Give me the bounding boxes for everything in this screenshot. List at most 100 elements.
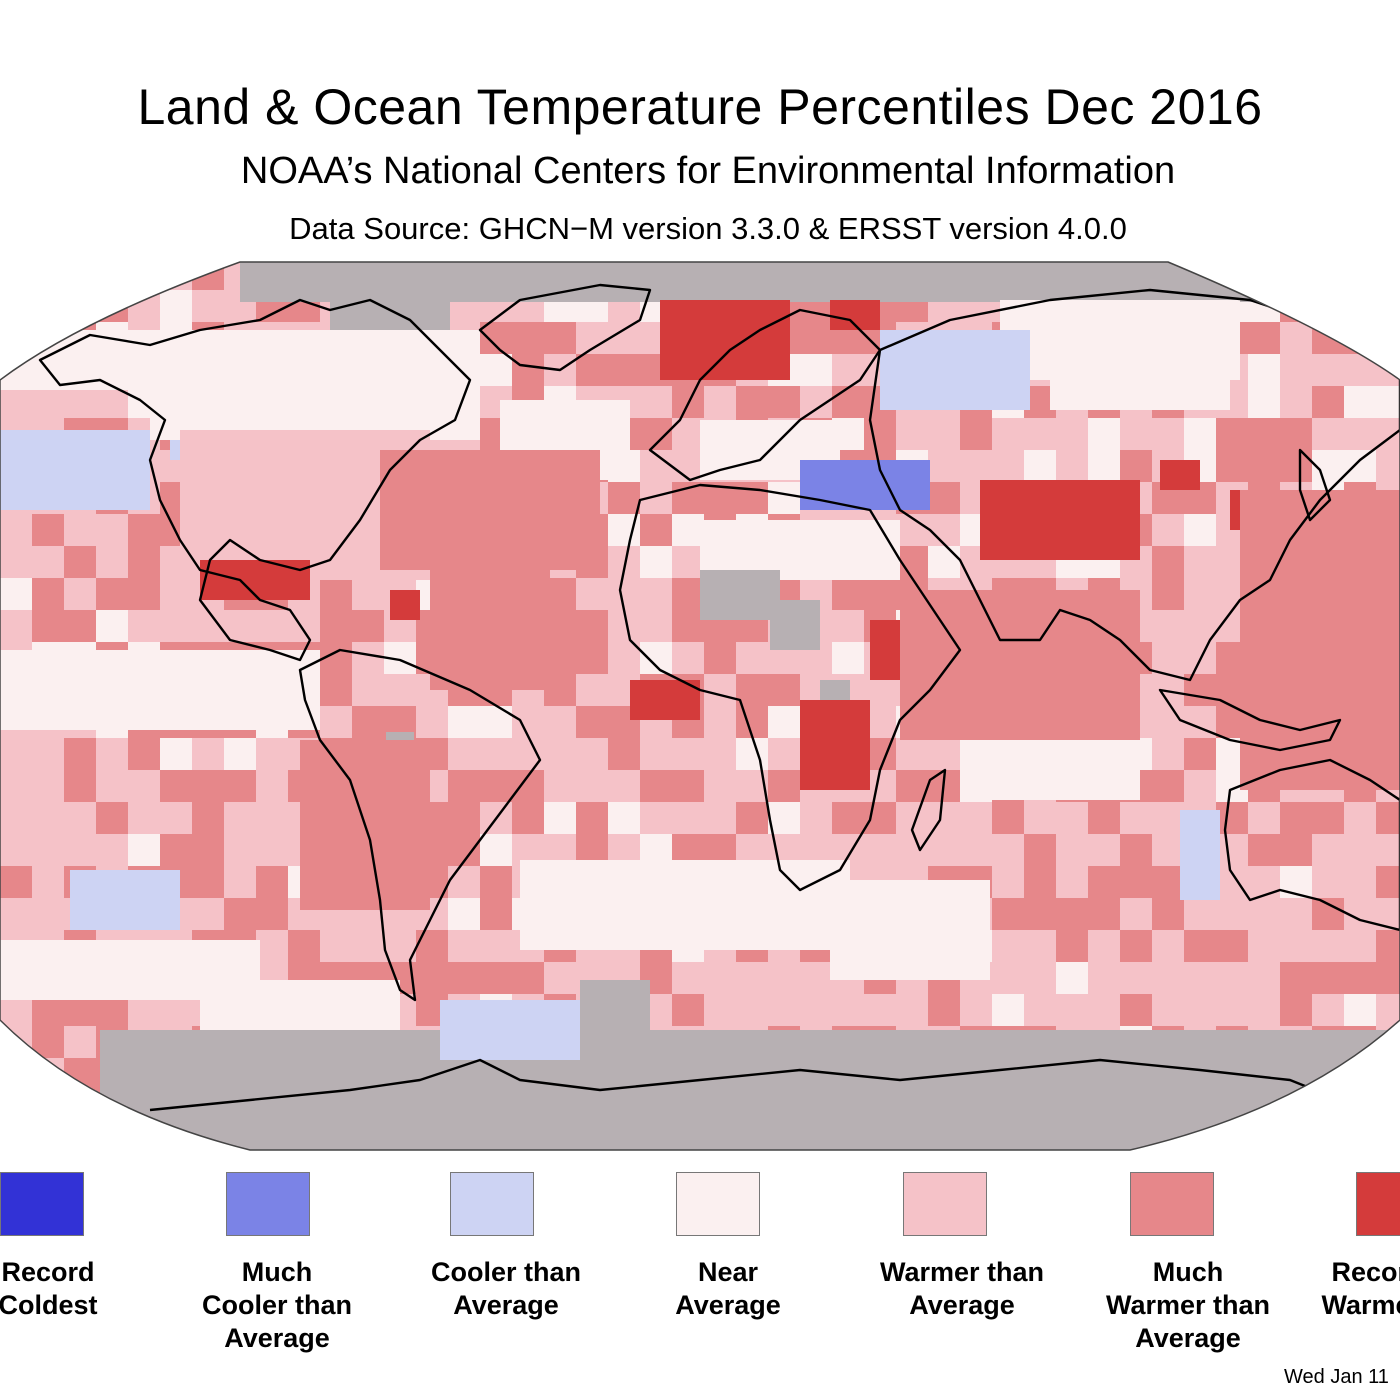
grid-cell (832, 802, 864, 834)
grid-cell (1184, 514, 1216, 546)
grid-cell (672, 994, 704, 1026)
grid-cell (1344, 1154, 1376, 1158)
region-east-africa (630, 680, 700, 720)
grid-cell (672, 1154, 704, 1158)
grid-cell (768, 386, 800, 418)
grid-cell (0, 322, 32, 354)
grid-cell (960, 418, 992, 450)
region-siberia (1050, 330, 1230, 410)
grid-cell (448, 770, 480, 802)
grid-cell (768, 706, 800, 738)
region-north-pacific-cool (70, 870, 180, 930)
grid-cell (1312, 322, 1344, 354)
grid-cell (768, 770, 800, 802)
grid-cell (1248, 1154, 1280, 1158)
grid-cell (288, 930, 320, 962)
grid-cell (1280, 1154, 1312, 1158)
grid-cell (256, 898, 288, 930)
region-central-africa (770, 600, 820, 650)
grid-cell (160, 290, 192, 322)
grid-cell (800, 322, 832, 354)
grid-cell (416, 930, 448, 962)
grid-cell (1152, 770, 1184, 802)
grid-cell (992, 1154, 1024, 1158)
grid-cell (896, 1154, 928, 1158)
grid-cell (1280, 262, 1312, 290)
grid-cell (1152, 866, 1184, 898)
grid-cell (1216, 450, 1248, 482)
grid-cell (1024, 866, 1056, 898)
grid-cell (1312, 1122, 1344, 1150)
grid-cell (1216, 930, 1248, 962)
grid-cell (1376, 322, 1400, 354)
africa-coast (618, 483, 962, 892)
grid-cell (1152, 546, 1184, 578)
grid-cell (992, 802, 1024, 834)
legend-label-line: Near (697, 1257, 759, 1287)
grid-cell (64, 546, 96, 578)
grid-cell (1120, 930, 1152, 962)
legend-swatch (226, 1172, 310, 1236)
grid-cell (1152, 898, 1184, 930)
grid-cell (1376, 930, 1400, 962)
grid-cell (448, 962, 480, 994)
grid-cell (128, 578, 160, 610)
grid-cell (96, 1154, 128, 1158)
grid-cell (1120, 994, 1152, 1026)
grid-cell (1280, 1122, 1312, 1150)
grid-cell (1312, 802, 1344, 834)
region-east-africa (800, 700, 870, 790)
grid-cell (32, 514, 64, 546)
grid-cell (128, 1122, 160, 1150)
grid-cell (640, 514, 672, 546)
grid-cell (224, 770, 256, 802)
grid-cell (480, 962, 512, 994)
grid-cell (544, 1154, 576, 1158)
grid-cell (1088, 802, 1120, 834)
grid-cell (480, 770, 512, 802)
grid-cell (1248, 322, 1280, 354)
data-source: Data Source: GHCN−M version 3.3.0 & ERSS… (289, 211, 1127, 246)
grid-cell (32, 610, 64, 642)
percentile-cells (0, 262, 1400, 1158)
grid-cell (576, 642, 608, 674)
legend-label: RecordWarmest (1248, 1256, 1400, 1322)
grid-cell (1376, 962, 1400, 994)
grid-cell (96, 610, 128, 642)
grid-cell (1216, 802, 1248, 834)
grid-cell (1280, 866, 1312, 898)
region-antarctica (580, 980, 650, 1040)
grid-cell (1344, 1122, 1376, 1150)
legend-label-line: Warmer than (1105, 1290, 1271, 1320)
legend-label-line: Much (241, 1257, 313, 1287)
grid-cell (320, 610, 352, 642)
grid-cell (1344, 322, 1376, 354)
grid-cell (640, 642, 672, 674)
legend-label: Record Coldest (0, 1256, 178, 1322)
grid-cell (1344, 262, 1376, 290)
legend-label: Warmer than Average (832, 1256, 1092, 1322)
grid-cell (928, 482, 960, 514)
grid-cell (224, 738, 256, 770)
grid-cell (0, 578, 32, 610)
legend-label-line: Average (224, 1323, 330, 1353)
grid-cell (1248, 450, 1280, 482)
grid-cell (32, 578, 64, 610)
grid-cell (672, 770, 704, 802)
grid-cell (192, 802, 224, 834)
grid-cell (160, 770, 192, 802)
legend-label: Much Cooler than Average (147, 1256, 407, 1355)
grid-cell (1344, 994, 1376, 1026)
grid-cell (1248, 386, 1280, 418)
legend-label-line: Cooler than (201, 1290, 352, 1320)
grid-cell (1344, 962, 1376, 994)
grid-cell (1056, 962, 1088, 994)
coastlines (38, 283, 1400, 1112)
madagascar-coast (910, 768, 947, 852)
grid-cell (1088, 898, 1120, 930)
grid-cell (768, 802, 800, 834)
grid-cell (1280, 802, 1312, 834)
grid-cell (192, 770, 224, 802)
legend-swatch (676, 1172, 760, 1236)
grid-cell (1152, 578, 1184, 610)
